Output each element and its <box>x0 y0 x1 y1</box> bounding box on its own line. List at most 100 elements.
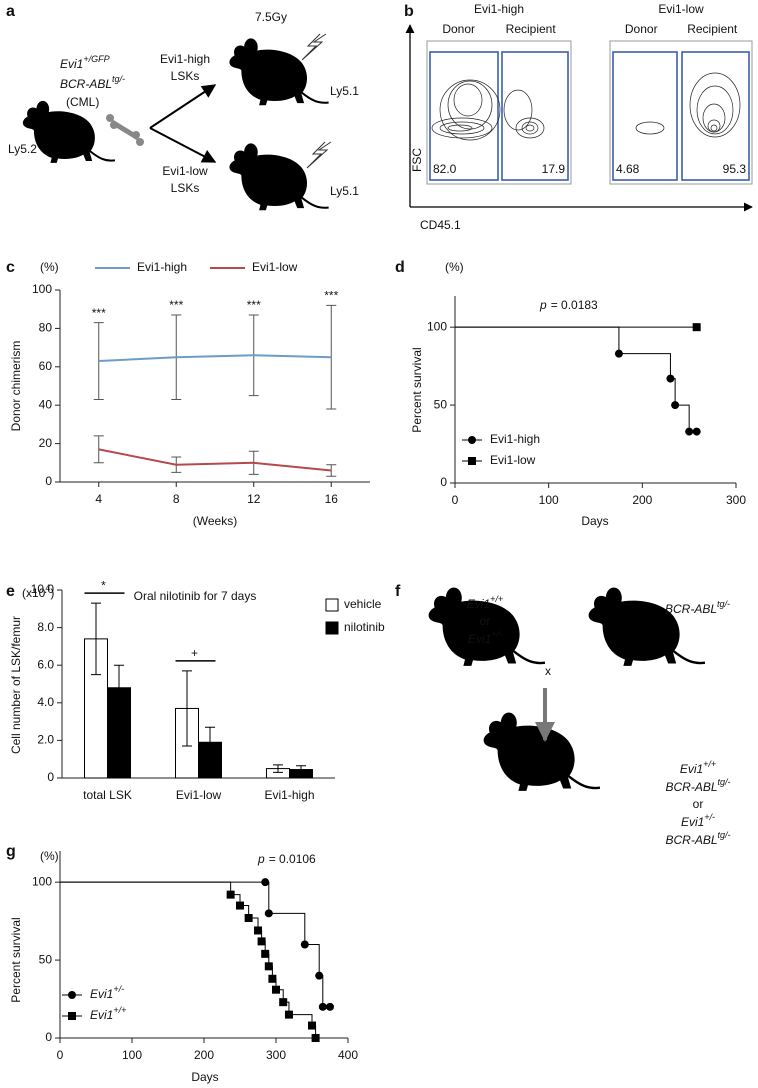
marker <box>284 1010 293 1019</box>
y-tick-label: 60 <box>39 359 53 373</box>
x-tick-label: 0 <box>57 1048 64 1062</box>
legend-marker <box>68 991 76 999</box>
gate-percentage: 82.0 <box>433 162 457 176</box>
genotype: Evi1+/+ <box>467 594 503 611</box>
y-axis-label: Percent survival <box>9 917 23 1002</box>
offspring-mouse <box>482 711 600 793</box>
marker <box>315 971 324 980</box>
legend-label-part: Evi1 <box>90 987 113 1001</box>
genotype: BCR-ABLtg/- <box>60 74 125 91</box>
genotype-part: +/- <box>491 629 502 639</box>
series-line <box>98 354 332 363</box>
marker <box>236 901 244 910</box>
significance: *** <box>324 289 338 303</box>
legend-marker <box>468 457 476 465</box>
error-bar <box>296 765 306 774</box>
genotype-part: +/- <box>704 812 715 822</box>
y-unit: (%) <box>445 260 464 274</box>
significance: *** <box>92 306 106 320</box>
marker <box>261 949 270 958</box>
y-tick-label: 100 <box>32 874 52 888</box>
gate-label: Recipient <box>506 22 557 36</box>
legend-label: Evi1-high <box>490 432 540 446</box>
significance: *** <box>247 298 261 312</box>
branch-label: LSKs <box>171 69 200 83</box>
marker <box>272 985 280 994</box>
legend-label-part: +/+ <box>113 1005 126 1015</box>
marker <box>254 926 262 935</box>
significance: + <box>191 646 198 660</box>
y-tick-label: 0 <box>45 1030 52 1044</box>
survival-curve <box>455 326 697 433</box>
genotype-part: tg/- <box>718 830 731 840</box>
marker <box>692 427 701 436</box>
genotype: BCR-ABLtg/- <box>665 599 730 616</box>
genotype-part: +/GFP <box>83 54 109 64</box>
dose: 7.5Gy <box>255 10 287 24</box>
significance: *** <box>169 298 183 312</box>
y-tick-label: 100 <box>32 282 52 296</box>
x-tick-label: 200 <box>632 493 652 507</box>
legend-label-part: Evi1 <box>90 1008 113 1022</box>
x-tick-label: 0 <box>452 493 459 507</box>
legend-label: vehicle <box>344 597 382 611</box>
p-value-part: = 0.0106 <box>269 852 316 866</box>
legend-label: Evi1-high <box>137 260 187 274</box>
y-axis-label: Percent survival <box>410 347 424 432</box>
gate-percentage: 4.68 <box>616 162 640 176</box>
branch-label: Evi1-low <box>162 164 208 178</box>
genotype: Evi1+/+ <box>680 759 716 776</box>
x-axis-label: Days <box>581 514 608 528</box>
marker <box>666 374 675 383</box>
y-tick-label: 100 <box>427 319 447 333</box>
genotype: Evi1+/- <box>681 812 715 829</box>
genotype-part: Evi1 <box>681 815 704 829</box>
marker <box>279 998 288 1007</box>
y-unit-part: 4 <box>45 583 50 593</box>
y-tick-label: 50 <box>39 952 53 966</box>
parent-mouse <box>587 586 705 668</box>
flow-plot <box>426 40 572 185</box>
genotype: BCR-ABLtg/- <box>665 777 730 794</box>
panel-label: d <box>395 259 405 276</box>
y-axis-label: Donor chimerism <box>9 341 23 432</box>
x-tick-label: Evi1-high <box>264 788 314 802</box>
gate-percentage: 17.9 <box>542 162 566 176</box>
genotype: BCR-ABLtg/- <box>665 830 730 847</box>
strain: Ly5.1 <box>330 184 359 198</box>
p-value: p = 0.0106 <box>257 852 316 866</box>
gate-percentage: 95.3 <box>723 162 747 176</box>
y-unit: (%) <box>40 849 59 863</box>
genotype-part: BCR-ABL <box>665 833 717 847</box>
legend-label: Evi1-low <box>490 453 536 467</box>
error-bar <box>114 664 124 711</box>
x-tick-label: 4 <box>95 492 102 506</box>
panel-label: e <box>6 583 15 600</box>
marker <box>244 914 253 923</box>
marker <box>685 427 694 436</box>
y-tick-label: 20 <box>39 436 53 450</box>
arrow <box>149 127 217 163</box>
x-tick-label: 8 <box>173 492 180 506</box>
y-unit-part: (x10 <box>22 586 46 600</box>
legend-marker <box>68 1012 76 1020</box>
genotype: or <box>693 797 704 811</box>
genotype-part: BCR-ABL <box>60 77 112 91</box>
x-tick-label: 300 <box>726 493 746 507</box>
y-tick-label: 2.0 <box>37 733 54 747</box>
genotype-part: Evi1 <box>60 57 83 71</box>
plot-title: Evi1-high <box>474 2 524 16</box>
panel-label: c <box>6 259 15 276</box>
marker <box>261 878 270 887</box>
p-value-part: p <box>257 852 265 866</box>
x-tick-label: 400 <box>338 1048 358 1062</box>
y-tick-label: 80 <box>39 321 53 335</box>
legend-swatch <box>325 621 339 635</box>
plot-title: Evi1-low <box>658 2 704 16</box>
y-axis-label: Cell number of LSK/femur <box>9 616 23 754</box>
arrow <box>149 84 217 129</box>
genotype-part: +/+ <box>703 759 716 769</box>
x-tick-label: 12 <box>247 492 261 506</box>
p-value: p = 0.0183 <box>539 298 598 312</box>
cross: x <box>545 664 551 678</box>
